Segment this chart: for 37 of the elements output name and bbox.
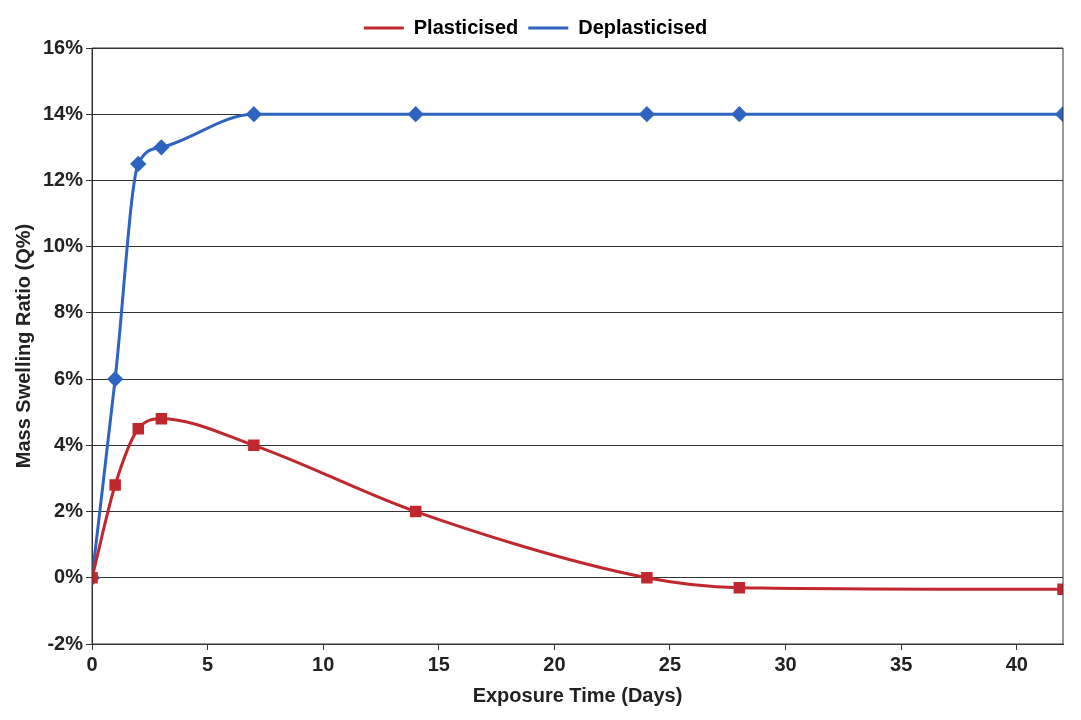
y-tick-label: 6% [54,366,84,389]
x-axis-title: Exposure Time (Days) [472,683,683,706]
point [155,413,168,425]
y-tick-label: 4% [54,432,84,455]
y-tick-label: 14% [43,101,84,124]
y-tick-label: 16% [43,35,84,58]
point [107,371,123,387]
y-tick-label: 12% [43,167,84,190]
point [641,572,653,584]
y-tick-label: 8% [54,300,84,323]
point [132,423,145,435]
y-axis-title: Mass Swelling Ratio (Q%) [11,223,34,469]
point [733,581,746,594]
y-tick-label: 0% [54,565,84,588]
y-tick-label: -2% [47,631,84,654]
y-tick-label: 2% [54,499,84,522]
point [409,505,422,518]
x-tick-label: 0 [86,652,98,675]
legend-label: Deplasticised [578,15,708,38]
y-tick-label: 10% [43,234,84,257]
point [408,106,424,122]
point [246,106,262,122]
point [109,479,121,491]
x-tick-label: 10 [312,652,335,675]
point [130,156,146,172]
x-tick-label: 35 [890,652,913,675]
legend-label: Plasticised [413,15,519,38]
x-tick-label: 40 [1005,652,1028,675]
x-tick-label: 15 [427,652,450,675]
point [639,106,655,122]
point [248,439,260,452]
x-tick-label: 25 [658,652,682,675]
x-tick-label: 20 [543,652,566,675]
x-tick-label: 30 [774,652,797,675]
x-tick-label: 5 [202,652,214,675]
point [731,106,747,122]
point [153,139,169,155]
